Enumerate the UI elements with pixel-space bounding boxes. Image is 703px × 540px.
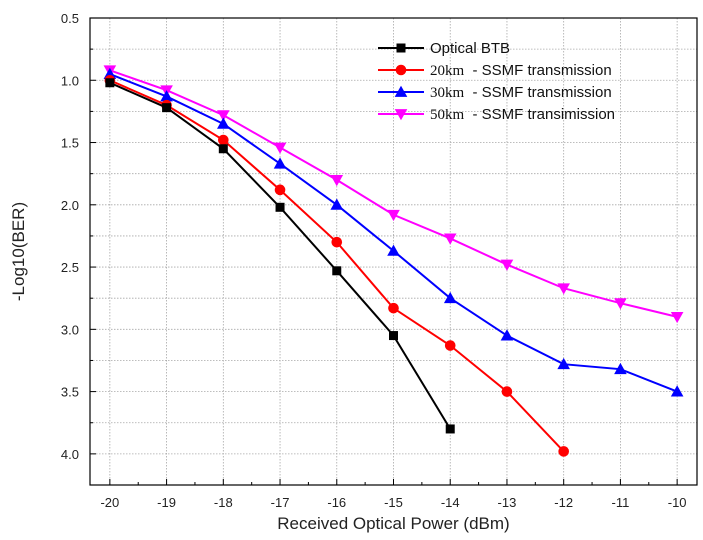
marker-triangle-up bbox=[614, 362, 627, 375]
marker-triangle-down bbox=[394, 109, 408, 121]
legend-item: 50km - SSMF transimission bbox=[378, 106, 615, 123]
series bbox=[103, 65, 684, 324]
marker-circle bbox=[274, 184, 286, 196]
marker-triangle-up bbox=[443, 291, 457, 304]
x-tick-label: -12 bbox=[554, 495, 573, 510]
marker-square bbox=[275, 202, 285, 212]
marker-triangle-up bbox=[557, 357, 570, 370]
legend-item: Optical BTB bbox=[378, 40, 510, 57]
marker-square bbox=[445, 424, 455, 434]
marker-circle bbox=[218, 134, 229, 146]
y-tick-label: 2.0 bbox=[61, 198, 79, 213]
marker-square bbox=[105, 78, 115, 88]
y-tick-label: 2.5 bbox=[61, 260, 79, 275]
axis-ticks: -20 -19 -18 -17 -16 -15 -14 -13 -12 -11 -10 0.5 1.0 1… bbox=[61, 11, 687, 510]
legend-label-km: 30km bbox=[430, 85, 465, 101]
marker-triangle-up bbox=[217, 117, 230, 129]
legend-label: 30km - SSMF transmission bbox=[430, 84, 612, 101]
x-tick-label: -10 bbox=[668, 495, 687, 510]
marker-circle bbox=[331, 236, 343, 248]
marker-square bbox=[396, 43, 406, 53]
marker-triangle-down bbox=[443, 233, 457, 245]
legend-label-km: 50km bbox=[430, 107, 465, 123]
y-tick-label: 0.5 bbox=[61, 11, 79, 26]
legend-label: Optical BTB bbox=[430, 40, 510, 57]
marker-triangle-down bbox=[500, 259, 514, 271]
marker-triangle-up bbox=[330, 198, 344, 210]
marker-triangle-up bbox=[500, 329, 514, 341]
marker-square bbox=[218, 144, 228, 154]
x-tick-label: -18 bbox=[214, 495, 233, 510]
x-tick-label: -16 bbox=[327, 495, 346, 510]
marker-triangle-up bbox=[160, 90, 173, 102]
marker-triangle-down bbox=[387, 209, 400, 222]
marker-circle bbox=[388, 302, 399, 314]
y-tick-label: 4.0 bbox=[61, 447, 79, 462]
marker-triangle-down bbox=[557, 283, 570, 295]
legend-label: 20km - SSMF transmission bbox=[430, 62, 612, 79]
marker-square bbox=[162, 103, 172, 113]
x-tick-label: -20 bbox=[100, 495, 119, 510]
y-axis-title: -Log10(BER) bbox=[9, 202, 28, 301]
marker-circle bbox=[444, 340, 456, 351]
marker-square bbox=[389, 331, 398, 341]
legend-label-text: Optical BTB bbox=[430, 40, 510, 57]
legend-label-text: - SSMF transmission bbox=[464, 62, 612, 79]
marker-triangle-up bbox=[394, 85, 408, 97]
marker-circle bbox=[501, 386, 513, 397]
y-tick-label: 3.5 bbox=[61, 385, 79, 400]
series bbox=[105, 78, 455, 434]
marker-triangle-down bbox=[273, 142, 287, 154]
marker-square bbox=[332, 266, 342, 276]
legend-item: 30km - SSMF transmission bbox=[378, 84, 612, 101]
x-axis-title: Received Optical Power (dBm) bbox=[277, 514, 509, 533]
marker-triangle-up bbox=[670, 385, 684, 397]
y-tick-label: 3.0 bbox=[61, 322, 79, 337]
legend-label-text: - SSMF transmission bbox=[464, 84, 612, 101]
marker-triangle-up bbox=[273, 157, 287, 169]
y-tick-label: 1.0 bbox=[61, 73, 79, 88]
marker-triangle-down bbox=[670, 311, 684, 324]
marker-triangle-down bbox=[614, 298, 627, 310]
legend-item: 20km - SSMF transmission bbox=[378, 62, 612, 79]
x-tick-label: -19 bbox=[157, 495, 176, 510]
marker-circle bbox=[558, 446, 569, 457]
marker-triangle-down bbox=[330, 174, 344, 187]
x-tick-label: -11 bbox=[612, 495, 630, 510]
x-tick-label: -15 bbox=[384, 495, 403, 510]
legend-label: 50km - SSMF transimission bbox=[430, 106, 615, 123]
marker-triangle-up bbox=[387, 244, 400, 256]
legend-label-text: - SSMF transimission bbox=[464, 106, 615, 123]
series-layer bbox=[103, 65, 684, 457]
x-tick-label: -17 bbox=[271, 495, 290, 510]
x-tick-label: -13 bbox=[498, 495, 517, 510]
legend-label-km: 20km bbox=[430, 63, 465, 79]
marker-triangle-down bbox=[217, 110, 230, 122]
x-tick-label: -14 bbox=[441, 495, 460, 510]
marker-circle bbox=[395, 64, 407, 76]
y-tick-label: 1.5 bbox=[61, 136, 79, 151]
